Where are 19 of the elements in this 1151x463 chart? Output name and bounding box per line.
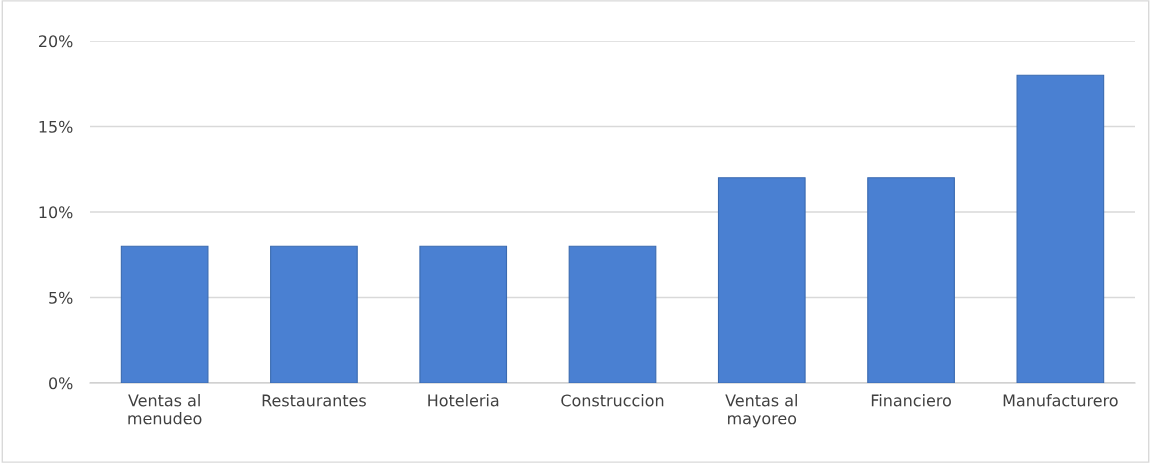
x-tick-label: Manufacturero (1003, 394, 1118, 407)
bar (270, 245, 358, 383)
y-tick-label: 0% (49, 377, 73, 390)
y-tick-label: 15% (39, 120, 73, 133)
bar (419, 245, 508, 383)
y-tick-label: 10% (39, 206, 73, 219)
x-tick-label: Restaurantes (262, 394, 366, 407)
x-tick-label: Construccion (561, 394, 664, 407)
x-tick-label: Hoteleria (428, 394, 499, 407)
bar (867, 177, 955, 383)
x-tick-label: Ventas al mayoreo (725, 394, 797, 428)
bar (568, 245, 657, 383)
y-tick-label: 5% (49, 291, 73, 304)
x-tick-label: Financiero (871, 394, 951, 407)
bar (717, 177, 806, 383)
x-tick-label: Ventas al menudeo (128, 394, 202, 425)
bar (120, 245, 209, 383)
bar (1016, 74, 1105, 383)
y-tick-label: 20% (39, 35, 73, 48)
